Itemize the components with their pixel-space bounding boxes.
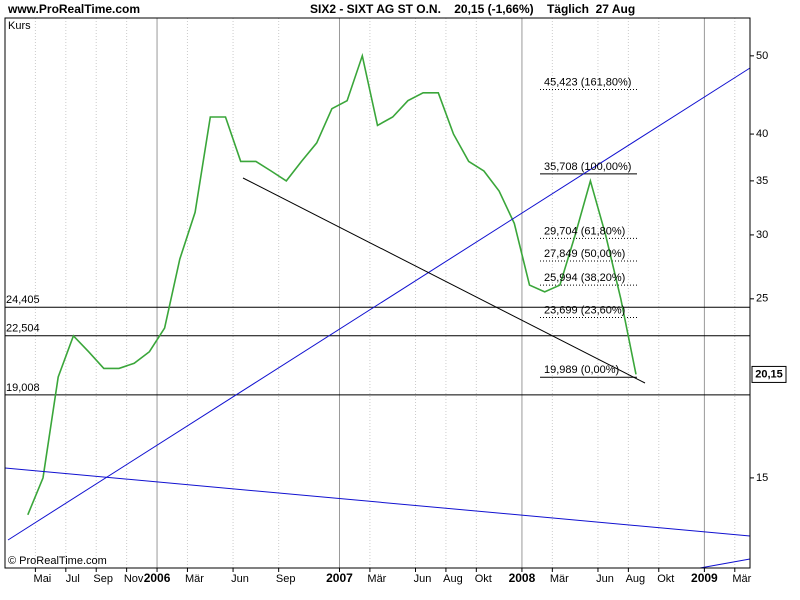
x-tick-label: Jun: [414, 573, 432, 585]
last-price-label: 20,15: [755, 368, 783, 380]
x-tick-label: Sep: [93, 573, 113, 585]
x-tick-label: Mär: [185, 573, 204, 585]
x-tick-label: Jun: [231, 573, 249, 585]
x-tick-label: Aug: [626, 573, 646, 585]
x-tick-label: Jul: [66, 573, 80, 585]
x-tick-label: 2007: [326, 571, 353, 585]
grid: [34, 18, 736, 568]
price-line: [27, 52, 637, 516]
x-tick-label: Mär: [550, 573, 569, 585]
fib-label: 27,849 (50,00%): [544, 248, 625, 260]
trend-line: [4, 467, 751, 537]
x-tick-label: Okt: [657, 573, 674, 585]
fib-label: 25,994 (38,20%): [544, 272, 625, 284]
x-tick-label: 2008: [509, 571, 536, 585]
level-label: 22,504: [6, 323, 40, 335]
fib-label: 29,704 (61,80%): [544, 225, 625, 237]
y-axis-label: Kurs: [8, 20, 31, 32]
x-tick-label: Sep: [276, 573, 296, 585]
x-tick-label: Nov: [124, 573, 144, 585]
x-tick-label: 2009: [691, 571, 718, 585]
copyright: © ProRealTime.com: [8, 555, 107, 567]
x-tick-label: Mai: [34, 573, 52, 585]
fib-label: 19,989 (0,00%): [544, 364, 619, 376]
last-price-box: [751, 365, 787, 383]
fib-label: 45,423 (161,80%): [544, 76, 631, 88]
trend-line: [242, 177, 646, 384]
trend-line: [7, 67, 751, 541]
plot: [5, 52, 750, 516]
level-label: 24,405: [6, 294, 40, 306]
x-tick-label: 2006: [144, 571, 171, 585]
level-label: 19,008: [6, 382, 40, 394]
x-tick-label: Mär: [367, 573, 386, 585]
y-tick-label: 15: [756, 472, 768, 484]
x-tick-label: Aug: [443, 573, 463, 585]
trend-line: [699, 558, 751, 569]
fib-label: 23,699 (23,60%): [544, 304, 625, 316]
fib-label: 35,708 (100,00%): [544, 161, 631, 173]
plot-frame: [4, 17, 751, 569]
x-tick-label: Jun: [596, 573, 614, 585]
x-tick-label: Mär: [732, 573, 751, 585]
chart-title: SIX2 - SIXT AG ST O.N. 20,15 (-1,66%) Tä…: [310, 2, 635, 16]
y-tick-label: 30: [756, 229, 768, 241]
y-tick-label: 35: [756, 175, 768, 187]
y-tick-label: 25: [756, 293, 768, 305]
site-name: www.ProRealTime.com: [7, 2, 140, 16]
y-tick-label: 50: [756, 50, 768, 62]
y-tick-label: 40: [756, 128, 768, 140]
x-tick-label: Okt: [475, 573, 492, 585]
